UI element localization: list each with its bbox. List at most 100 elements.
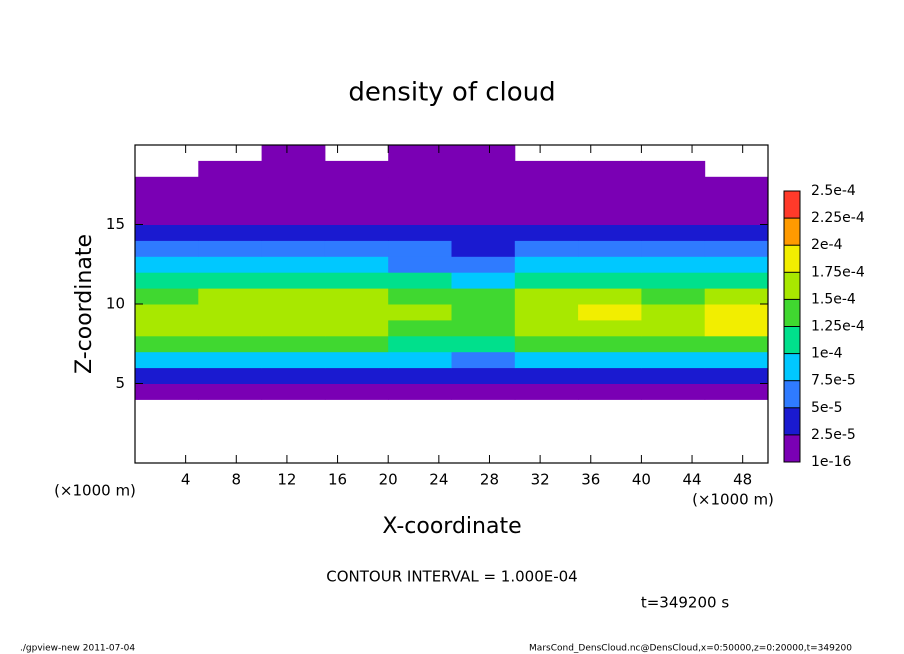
heat-cell bbox=[641, 319, 706, 337]
colorbar-band bbox=[784, 218, 800, 246]
heat-cell bbox=[324, 304, 389, 321]
heat-cell bbox=[388, 288, 452, 305]
x-tick-label: 12 bbox=[277, 471, 296, 489]
heat-cell bbox=[704, 240, 769, 257]
heat-cell bbox=[514, 176, 579, 194]
heat-cell bbox=[641, 176, 706, 194]
heat-cell bbox=[451, 351, 516, 369]
heat-cell bbox=[261, 176, 326, 194]
heat-cell bbox=[388, 319, 452, 337]
heat-cell bbox=[135, 304, 199, 321]
heat-cell bbox=[704, 304, 769, 321]
colorbar-label: 1e-16 bbox=[811, 454, 851, 470]
x-tick-label: 16 bbox=[328, 471, 347, 489]
heat-cell bbox=[388, 304, 452, 321]
heat-cell bbox=[514, 240, 579, 257]
heat-cell bbox=[135, 351, 199, 369]
colorbar-band bbox=[784, 272, 800, 300]
heat-cell bbox=[578, 208, 642, 225]
heat-cell bbox=[451, 176, 516, 194]
heat-cell bbox=[641, 208, 706, 225]
heat-cell bbox=[135, 367, 199, 384]
heat-cell bbox=[704, 383, 769, 400]
heat-cell bbox=[135, 288, 199, 305]
heat-cell bbox=[198, 367, 263, 384]
heat-cell bbox=[451, 256, 516, 273]
heat-cell bbox=[704, 208, 769, 225]
heat-cell bbox=[198, 192, 263, 210]
heat-cell bbox=[198, 256, 263, 273]
heat-cell bbox=[641, 224, 706, 241]
heat-cell bbox=[641, 192, 706, 210]
heat-cell bbox=[451, 224, 516, 241]
heat-cell bbox=[198, 272, 263, 289]
heat-cell bbox=[578, 160, 642, 178]
heat-cell bbox=[261, 145, 326, 162]
colorbar-label: 1.25e-4 bbox=[811, 319, 865, 335]
heat-cell bbox=[198, 304, 263, 321]
x-tick-label: 28 bbox=[480, 471, 499, 489]
footer-right: MarsCond_DensCloud.nc@DensCloud,x=0:5000… bbox=[529, 644, 852, 654]
heat-cell bbox=[388, 224, 452, 241]
heat-cell bbox=[704, 351, 769, 369]
heat-cell bbox=[324, 319, 389, 337]
heat-cell bbox=[451, 383, 516, 400]
heat-cell bbox=[261, 208, 326, 225]
colorbar-band bbox=[784, 245, 800, 273]
heat-cell bbox=[261, 192, 326, 210]
heat-cell bbox=[324, 383, 389, 400]
heat-cell bbox=[641, 383, 706, 400]
heat-cell bbox=[451, 304, 516, 321]
heat-cell bbox=[451, 192, 516, 210]
heat-cell bbox=[578, 304, 642, 321]
heat-cell bbox=[198, 288, 263, 305]
heat-cell bbox=[704, 256, 769, 273]
x-tick-label: 48 bbox=[733, 471, 752, 489]
heat-cell bbox=[578, 351, 642, 369]
heat-cell bbox=[641, 160, 706, 178]
heat-cell bbox=[704, 319, 769, 337]
heat-cell bbox=[198, 240, 263, 257]
heat-cell bbox=[388, 208, 452, 225]
heat-cell bbox=[641, 256, 706, 273]
heat-cell bbox=[261, 319, 326, 337]
heat-cell bbox=[324, 367, 389, 384]
colorbar-band bbox=[784, 407, 800, 435]
heat-cell bbox=[578, 192, 642, 210]
heat-cell bbox=[324, 335, 389, 353]
heat-cell bbox=[704, 176, 769, 194]
heat-cell bbox=[388, 256, 452, 273]
y-tick-label: 15 bbox=[106, 215, 125, 233]
heat-cell bbox=[578, 288, 642, 305]
heat-cell bbox=[135, 240, 199, 257]
colorbar-band bbox=[784, 191, 800, 219]
heat-cell bbox=[641, 272, 706, 289]
heat-cell bbox=[324, 160, 389, 178]
x-tick-label: 20 bbox=[379, 471, 398, 489]
heat-cell bbox=[514, 208, 579, 225]
heat-cell bbox=[641, 304, 706, 321]
heat-cell bbox=[641, 240, 706, 257]
y-unit-label: (×1000 m) bbox=[54, 482, 136, 500]
heat-cell bbox=[324, 272, 389, 289]
heat-cell bbox=[641, 367, 706, 384]
colorbar-label: 2e-4 bbox=[811, 237, 843, 253]
heat-cell bbox=[135, 383, 199, 400]
heat-cell bbox=[578, 367, 642, 384]
heat-cell bbox=[388, 335, 452, 353]
heat-cell bbox=[514, 160, 579, 178]
colorbar-label: 1e-4 bbox=[811, 346, 843, 362]
heat-cell bbox=[135, 256, 199, 273]
heat-cell bbox=[704, 288, 769, 305]
heat-cell bbox=[388, 145, 452, 162]
heat-cell bbox=[261, 160, 326, 178]
heat-cell bbox=[704, 192, 769, 210]
colorbar-label: 7.5e-5 bbox=[811, 373, 856, 389]
chart-title: density of cloud bbox=[348, 78, 555, 108]
x-tick-label: 4 bbox=[181, 471, 191, 489]
heat-cell bbox=[198, 176, 263, 194]
heat-cell bbox=[578, 224, 642, 241]
heat-cell bbox=[135, 208, 199, 225]
heat-cell bbox=[514, 192, 579, 210]
heat-cell bbox=[388, 351, 452, 369]
